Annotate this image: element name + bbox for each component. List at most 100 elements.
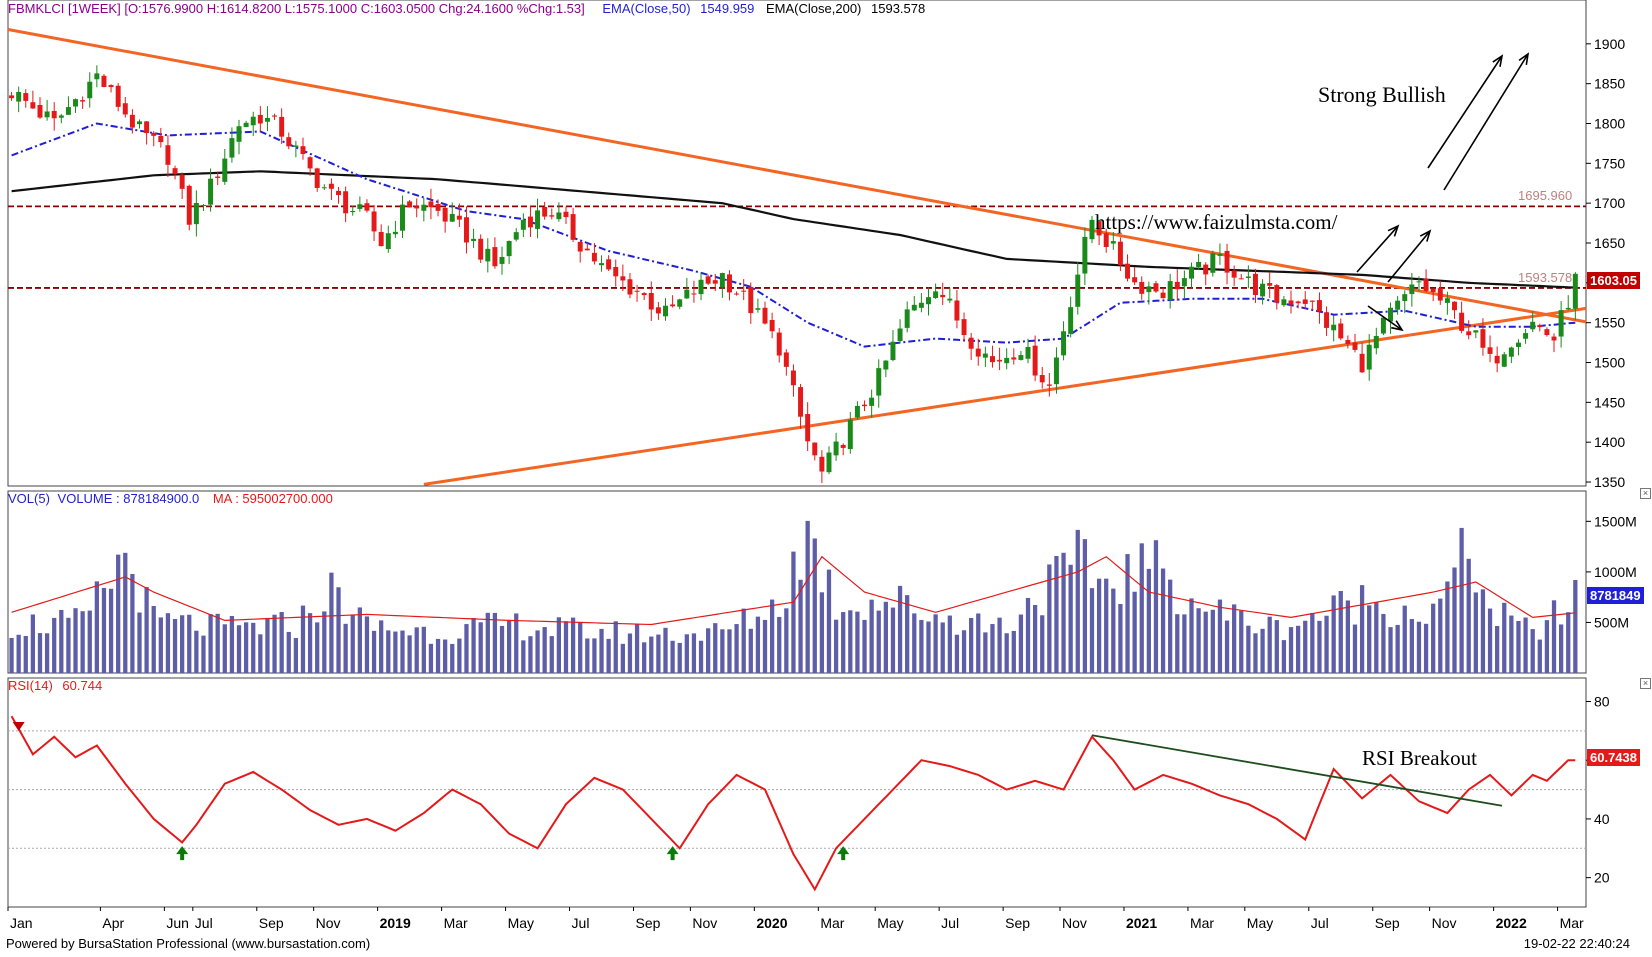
candle-body [1345, 340, 1351, 345]
volume-bar [1111, 588, 1116, 673]
candle-body [1082, 236, 1088, 274]
candle-body [101, 75, 107, 88]
volume-bar [1359, 585, 1365, 673]
volume-bar [1146, 568, 1151, 673]
candle-body [115, 85, 121, 107]
candle-body [30, 102, 36, 109]
candle-body [1238, 278, 1244, 280]
volume-bar [201, 635, 206, 673]
volume-bar [1388, 627, 1393, 673]
volume-bar [1075, 529, 1080, 673]
x-axis-tick-label: Sep [1375, 915, 1400, 931]
candle-body [670, 304, 676, 307]
x-axis-tick-label: May [1247, 915, 1273, 931]
candle-body [648, 292, 654, 310]
rsi-y-tick-label: 80 [1594, 693, 1610, 709]
volume-bar [123, 552, 128, 673]
volume-bar [1502, 602, 1507, 673]
candle-body [1409, 284, 1415, 295]
candle-body [684, 289, 690, 299]
volume-bar [180, 615, 185, 673]
ema200-label: EMA(Close,200) [766, 1, 862, 16]
candle-body [1053, 357, 1059, 385]
volume-panel-close-icon[interactable]: × [1640, 488, 1651, 499]
volume-bar [528, 636, 533, 673]
volume-bar [1196, 608, 1201, 673]
candle-body [122, 103, 128, 115]
candle-body [1459, 312, 1465, 331]
candle-body [428, 201, 434, 208]
candle-body [634, 290, 640, 292]
candle-body [584, 248, 590, 251]
volume-bar [1473, 592, 1478, 673]
volume-bar [457, 638, 462, 673]
candle-body [805, 414, 811, 442]
candle-body [1302, 299, 1308, 304]
volume-bar [1537, 639, 1542, 673]
volume-bar [876, 610, 881, 673]
candle-body [208, 178, 214, 205]
candle-body [989, 356, 995, 363]
volume-bar [1409, 619, 1414, 673]
volume-bar [1573, 580, 1578, 673]
candle-body [300, 146, 306, 155]
candle-body [129, 114, 135, 128]
rsi-line [10, 715, 1576, 892]
candle-body [890, 341, 896, 360]
candle-body [1572, 273, 1578, 309]
candle-body [236, 126, 242, 142]
x-axis-tick-label: Sep [1005, 915, 1030, 931]
volume-bar [741, 608, 746, 673]
volume-bar [862, 619, 867, 673]
volume-bar [713, 623, 718, 673]
volume-bar [912, 613, 917, 673]
ascending-trendline [423, 306, 1587, 486]
candle-body [279, 116, 285, 137]
volume-bar [677, 642, 682, 673]
volume-bar [1217, 599, 1223, 673]
x-axis-tick-label: May [508, 915, 534, 931]
candle-body [108, 85, 114, 88]
volume-bar [1182, 614, 1187, 673]
candle-body [371, 211, 377, 232]
volume-bar [1480, 589, 1486, 673]
candle-body [783, 352, 789, 367]
volume-y-tick-label: 500M [1594, 614, 1629, 630]
volume-bar [563, 621, 569, 673]
candle-body [200, 205, 206, 207]
candle-body [264, 117, 270, 122]
candle-body [1338, 323, 1344, 339]
candle-body [250, 116, 256, 126]
url-annotation: https://www.faizulmsta.com/ [1095, 210, 1338, 234]
candle-body [691, 293, 697, 295]
x-axis-tick-label: Mar [1190, 915, 1214, 931]
candle-body [23, 93, 29, 101]
bullish-arrow-1-head [1492, 54, 1504, 67]
timestamp-footer: 19-02-22 22:40:24 [1523, 936, 1630, 951]
volume-badge: 8781849 [1587, 587, 1644, 604]
price-y-tick-label: 1400 [1594, 434, 1625, 450]
candle-body [257, 114, 263, 124]
candle-body [1473, 330, 1479, 333]
volume-bar [698, 640, 704, 673]
volume-bar [535, 630, 540, 673]
candle-body [1189, 266, 1194, 279]
volume-bar [499, 625, 505, 673]
x-axis-tick-label: May [877, 915, 903, 931]
candle-body [620, 276, 626, 281]
candle-body [421, 204, 427, 211]
volume-bar [450, 643, 455, 673]
candle-body [1288, 300, 1294, 305]
volume-bar [208, 614, 213, 673]
candle-body [1089, 219, 1095, 240]
candle-body [1025, 346, 1031, 359]
volume-bar [315, 622, 320, 673]
volume-bar [684, 634, 689, 673]
volume-bar [1374, 602, 1379, 673]
candle-body [1544, 329, 1550, 336]
volume-bar [947, 615, 952, 673]
volume-bar [1189, 598, 1194, 673]
volume-bar [471, 618, 476, 673]
rsi-panel-close-icon[interactable]: × [1640, 678, 1651, 689]
